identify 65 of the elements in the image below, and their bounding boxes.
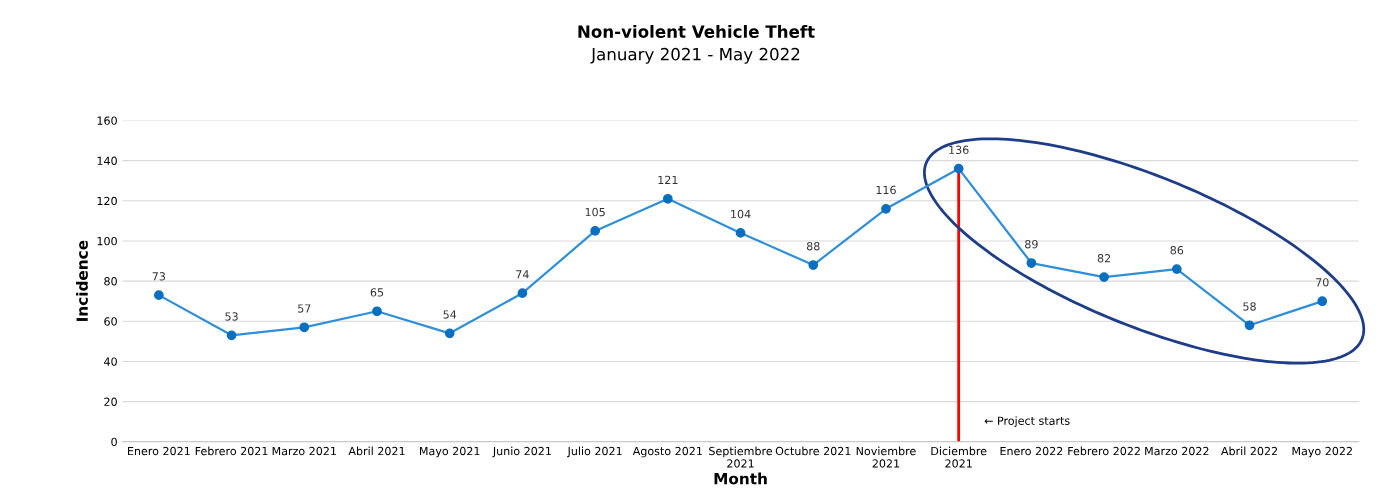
point xyxy=(299,322,310,333)
x-tick-label: Febrero 2021 xyxy=(195,446,268,456)
y-tick-label: 120 xyxy=(97,196,117,206)
y-tick-label: 40 xyxy=(104,357,117,366)
point xyxy=(808,260,819,270)
data-label: 58 xyxy=(1243,302,1256,311)
data-label: 82 xyxy=(1097,254,1111,263)
x-tick-label: Enero 2021 xyxy=(128,446,190,456)
data-label: 53 xyxy=(225,312,238,321)
x-tick-label: Septiembre 2021 xyxy=(709,446,773,468)
x-tick-label: Mayo 2022 xyxy=(1292,446,1352,458)
point xyxy=(226,330,237,341)
point xyxy=(1244,320,1255,331)
y-tick-label: 60 xyxy=(104,317,117,326)
chart-title: Non-violent Vehicle Theft xyxy=(578,24,815,38)
point xyxy=(1317,296,1328,307)
x-axis-title: Month xyxy=(714,472,767,485)
y-tick-label: 80 xyxy=(104,277,117,286)
data-label: 65 xyxy=(370,288,384,297)
data-label: 88 xyxy=(806,242,820,251)
data-label: 105 xyxy=(585,207,605,217)
x-tick-label: Diciembre 2021 xyxy=(931,446,987,468)
point xyxy=(881,203,891,214)
point xyxy=(372,306,382,317)
y-tick-label: 140 xyxy=(97,156,117,166)
y-tick-label: 160 xyxy=(97,116,117,125)
x-tick-label: Marzo 2021 xyxy=(272,446,336,456)
ref-line-label: ← Project starts xyxy=(984,416,1070,428)
x-tick-label: Noviembre 2021 xyxy=(856,446,916,468)
data-label: 57 xyxy=(298,304,311,313)
x-tick-label: Junio 2021 xyxy=(492,446,551,458)
point xyxy=(153,290,164,301)
point xyxy=(1099,272,1109,282)
point xyxy=(590,226,600,236)
x-tick-label: Enero 2022 xyxy=(1000,446,1063,456)
x-tick-label: Abril 2022 xyxy=(1221,446,1278,456)
data-label: 89 xyxy=(1025,239,1038,249)
point xyxy=(1026,258,1037,268)
data-label: 136 xyxy=(949,145,969,155)
data-label: 86 xyxy=(1170,246,1184,255)
point xyxy=(444,328,455,339)
x-tick-label: Agosto 2021 xyxy=(632,446,702,458)
y-tick-label: 100 xyxy=(97,236,117,246)
x-tick-label: Abril 2021 xyxy=(348,446,405,456)
x-tick-label: Mayo 2021 xyxy=(420,446,480,458)
point xyxy=(953,163,964,174)
x-tick-label: Octubre 2021 xyxy=(775,446,851,456)
data-label: 116 xyxy=(876,185,896,195)
data-label: 73 xyxy=(152,272,166,281)
x-tick-label: Julio 2021 xyxy=(567,446,622,458)
data-label: 74 xyxy=(516,270,529,279)
point xyxy=(517,288,528,299)
y-tick-label: 0 xyxy=(111,437,117,447)
point xyxy=(735,228,746,238)
x-tick-label: Febrero 2022 xyxy=(1068,446,1140,456)
point xyxy=(1171,264,1182,274)
data-label: 70 xyxy=(1316,278,1329,287)
chart-subtitle: January 2021 - May 2022 xyxy=(590,47,800,64)
data-label: 121 xyxy=(658,175,678,184)
y-axis-title: Incidence xyxy=(76,240,88,321)
y-tick-label: 20 xyxy=(104,397,117,406)
data-label: 54 xyxy=(443,310,457,319)
point xyxy=(662,193,673,204)
x-tick-label: Marzo 2022 xyxy=(1145,446,1209,456)
data-label: 104 xyxy=(731,209,751,219)
